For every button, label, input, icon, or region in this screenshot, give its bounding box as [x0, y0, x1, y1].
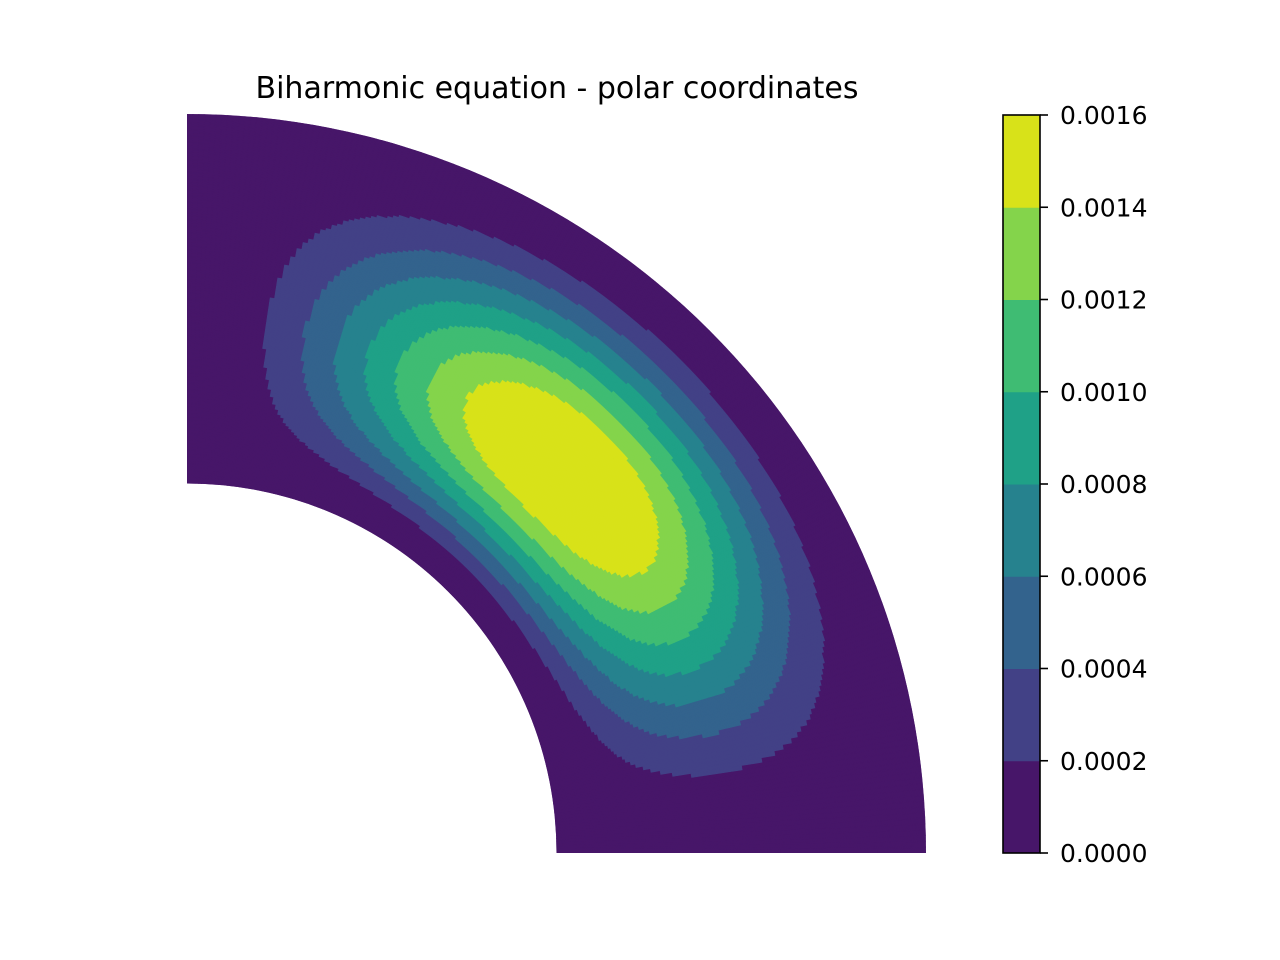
colorbar-segment-2 — [1003, 576, 1040, 669]
colorbar-tick-label: 0.0016 — [1060, 101, 1147, 130]
colorbar-segment-0 — [1003, 760, 1040, 854]
colorbar: 0.0000 0.0002 0.0004 0.0006 0.0008 0.0010 0.00… — [1002, 101, 1147, 868]
colorbar-tick-label: 0.0008 — [1060, 470, 1147, 499]
colorbar-tick-label: 0.0014 — [1060, 193, 1147, 222]
contour-plot — [187, 114, 926, 853]
colorbar-tick-label: 0.0010 — [1060, 378, 1147, 407]
colorbar-segment-4 — [1003, 391, 1040, 485]
colorbar-tick-label: 0.0004 — [1060, 655, 1147, 684]
contour-band-0 — [187, 114, 926, 853]
colorbar-tick-label: 0.0000 — [1060, 839, 1147, 868]
chart-title: Biharmonic equation - polar coordinates — [256, 71, 859, 106]
colorbar-segment-3 — [1003, 484, 1040, 577]
colorbar-tick-label: 0.0006 — [1060, 562, 1147, 591]
colorbar-segment-6 — [1003, 207, 1040, 300]
colorbar-segment-5 — [1003, 299, 1040, 393]
colorbar-tick-label: 0.0012 — [1060, 286, 1147, 315]
contour-band-2 — [300, 248, 792, 740]
colorbar-segment-7 — [1003, 115, 1040, 208]
contour-band-7 — [462, 379, 661, 578]
contour-band-1 — [262, 214, 826, 778]
colorbar-segment-1 — [1003, 668, 1040, 762]
contour-band-6 — [425, 350, 690, 615]
colorbar-tick-label: 0.0002 — [1060, 747, 1147, 776]
